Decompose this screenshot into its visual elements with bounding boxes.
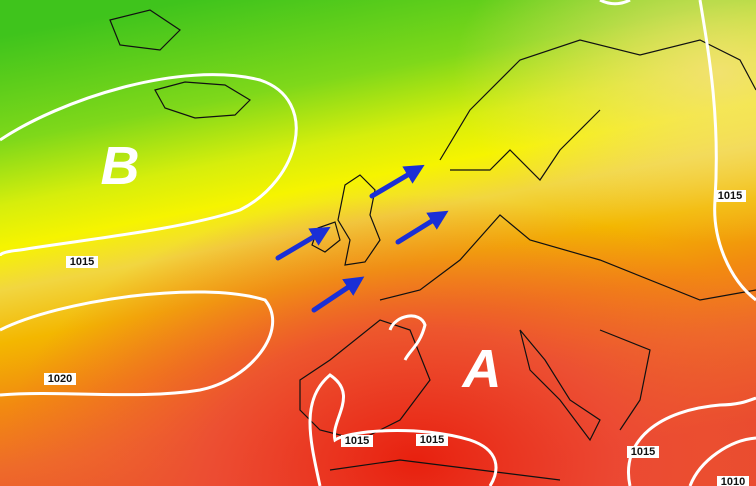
isobar-label: 1015: [631, 446, 655, 458]
arrow: [395, 210, 449, 245]
wind-arrows: [275, 164, 449, 313]
isobar-label: 1010: [721, 476, 745, 486]
label-box: [717, 476, 749, 486]
high-pressure-label: A: [461, 339, 502, 399]
low-pressure-label: B: [101, 136, 140, 196]
isobar-label: 1015: [718, 190, 742, 202]
label-box: [627, 446, 659, 458]
arrow: [311, 276, 365, 313]
isobar-label: 1015: [345, 435, 369, 447]
coastlines: [109, 9, 756, 481]
label-box: [714, 190, 746, 202]
label-box: [341, 435, 373, 447]
arrow: [275, 226, 331, 261]
isobar-label: 1015: [420, 434, 444, 446]
label-box: [416, 434, 448, 446]
arrow: [369, 164, 425, 199]
isobar-label: 1020: [48, 373, 72, 385]
label-box: [66, 256, 98, 268]
isobar-label: 1015: [70, 256, 94, 268]
isobar-labels: 1015 1020 1015 1015 1015 1015 1010: [44, 190, 749, 486]
label-box: [44, 373, 76, 385]
